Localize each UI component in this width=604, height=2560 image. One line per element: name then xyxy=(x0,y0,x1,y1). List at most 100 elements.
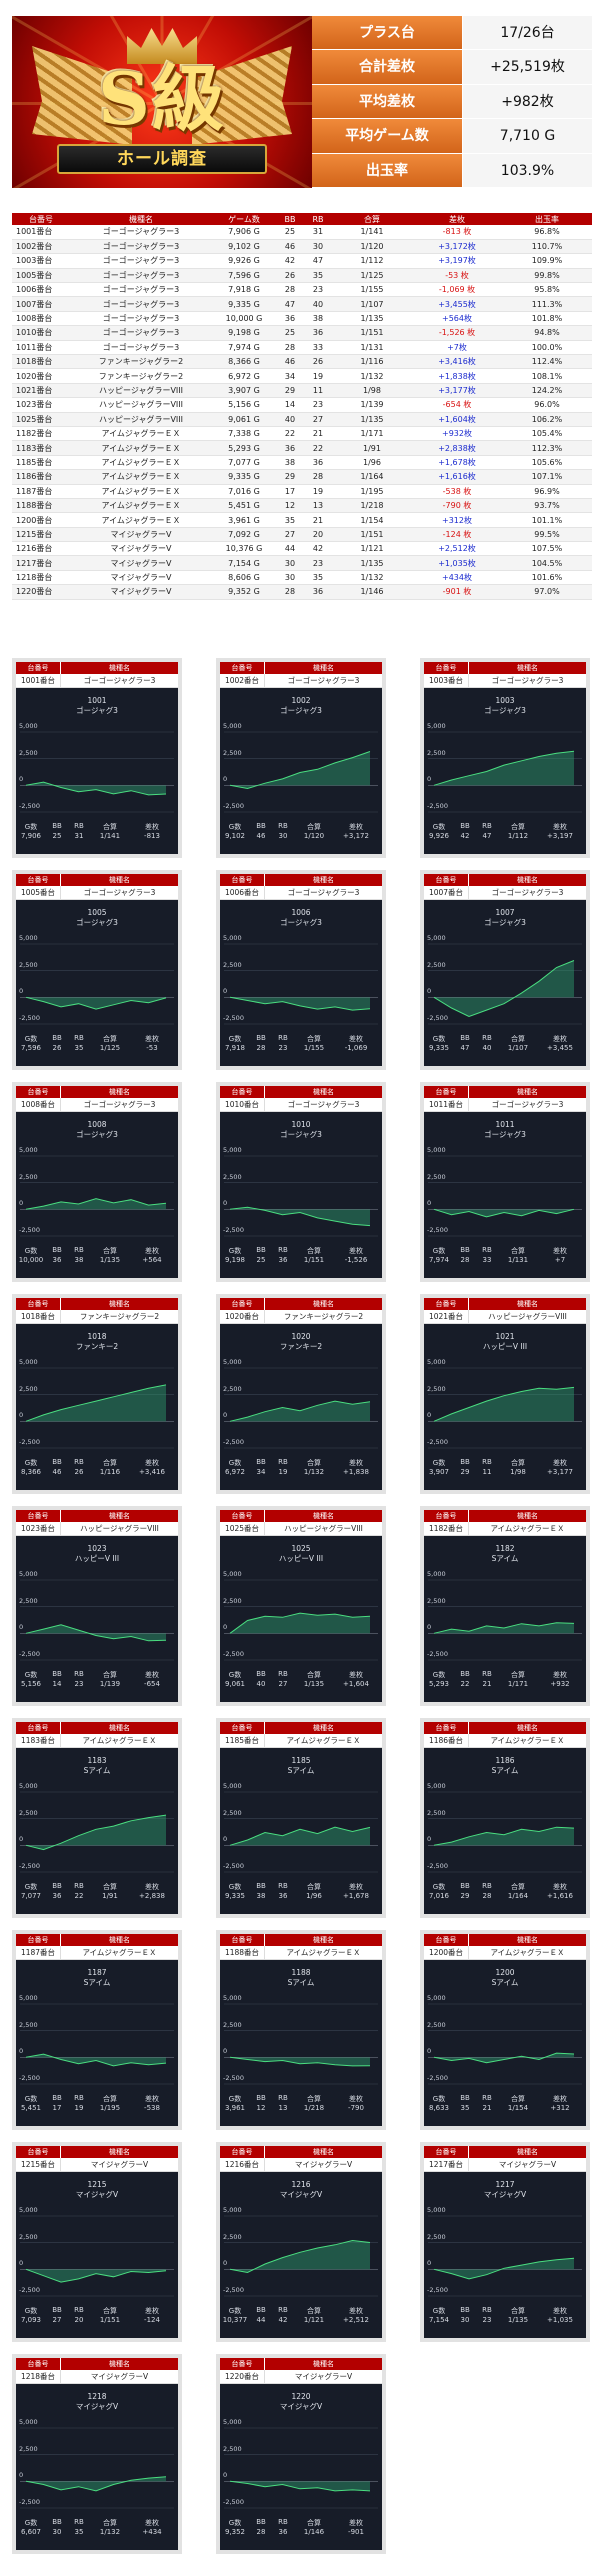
cell-bb: 42 xyxy=(276,253,304,269)
machine-chart-card[interactable]: 台番号 機種名 1023番台 ハッピージャグラーVIII 1023 ハッピーV III 5,… xyxy=(12,1506,182,1706)
card-header: 台番号 機種名 xyxy=(424,1086,586,1098)
machine-chart-card[interactable]: 台番号 機種名 1218番台 マイジャグラーV 1218 マイジャグV 5,000 2,500… xyxy=(12,2354,182,2554)
cell-rb: 19 xyxy=(304,368,332,384)
machine-chart-card[interactable]: 台番号 機種名 1010番台 ゴーゴージャグラー3 1010 ゴージャグ3 5,000 2,5… xyxy=(216,1082,386,1282)
y-tick-label: 2,500 xyxy=(427,1808,446,1817)
machine-chart-card[interactable]: 台番号 機種名 1007番台 ゴーゴージャグラー3 1007 ゴージャグ3 5,000 2,5… xyxy=(420,870,590,1070)
table-row: 1008番台 ゴーゴージャグラー3 10,000 G 36 38 1/135 +564枚 10… xyxy=(12,311,592,327)
footer-labels: G数 BB RB 合算 差枚 xyxy=(16,1458,178,1468)
y-tick-label: -2,500 xyxy=(427,1862,448,1870)
machine-chart-card[interactable]: 台番号 機種名 1005番台 ゴーゴージャグラー3 1005 ゴージャグ3 5,000 2,5… xyxy=(12,870,182,1070)
machine-chart-card[interactable]: 台番号 機種名 1188番台 アイムジャグラーＥＸ 1188 Sアイム 5,000 2,500… xyxy=(216,1930,386,2130)
footer-label: BB xyxy=(256,1034,266,1042)
slump-graph: 1188 Sアイム 5,000 2,500 0 -2,500 G数 BB RB 合算 差枚 3,961… xyxy=(220,1960,382,2126)
machine-chart-card[interactable]: 台番号 機種名 1200番台 アイムジャグラーＥＸ 1200 Sアイム 5,000 2,500… xyxy=(420,1930,590,2130)
card-header-room-label: 台番号 xyxy=(16,1510,61,1522)
card-info-row: 1200番台 アイムジャグラーＥＸ xyxy=(424,1946,586,1960)
card-info-row: 1006番台 ゴーゴージャグラー3 xyxy=(220,886,382,900)
footer-value: 40 xyxy=(482,1044,492,1052)
footer-label: BB xyxy=(52,1246,62,1254)
machine-chart-card[interactable]: 台番号 機種名 1187番台 アイムジャグラーＥＸ 1187 Sアイム 5,000 2,500… xyxy=(12,1930,182,2130)
machine-chart-card[interactable]: 台番号 機種名 1008番台 ゴーゴージャグラー3 1008 ゴージャグ3 5,000 2,5… xyxy=(12,1082,182,1282)
table-header-cell: 機種名 xyxy=(70,213,212,225)
card-header-name-label: 機種名 xyxy=(517,1512,538,1520)
machine-chart-card[interactable]: 台番号 機種名 1215番台 マイジャグラーV 1215 マイジャグV 5,000 2,500… xyxy=(12,2142,182,2342)
machine-chart-card[interactable]: 台番号 機種名 1025番台 ハッピージャグラーVIII 1025 ハッピーV III 5,… xyxy=(216,1506,386,1706)
cell-games: 7,092 G xyxy=(212,527,276,543)
footer-label: 差枚 xyxy=(553,1247,567,1255)
card-header: 台番号 機種名 xyxy=(16,2146,178,2158)
footer-labels: G数 BB RB 合算 差枚 xyxy=(220,1034,382,1044)
machine-chart-card[interactable]: 台番号 機種名 1183番台 アイムジャグラーＥＸ 1183 Sアイム 5,000 2,500… xyxy=(12,1718,182,1918)
machine-chart-card[interactable]: 台番号 機種名 1006番台 ゴーゴージャグラー3 1006 ゴージャグ3 5,000 2,5… xyxy=(216,870,386,1070)
machine-chart-card[interactable]: 台番号 機種名 1001番台 ゴーゴージャグラー3 1001 ゴージャグ3 5,000 2,5… xyxy=(12,658,182,858)
cell-machine: ゴーゴージャグラー3 xyxy=(70,325,212,341)
footer-label: RB xyxy=(482,2094,492,2102)
footer-label: 差枚 xyxy=(349,823,363,831)
cell-room: 1018番台 xyxy=(12,354,70,370)
machine-chart-card[interactable]: 台番号 機種名 1216番台 マイジャグラーV 1216 マイジャグV 5,000 2,500… xyxy=(216,2142,386,2342)
machine-chart-card[interactable]: 台番号 機種名 1185番台 アイムジャグラーＥＸ 1185 Sアイム 5,000 2,500… xyxy=(216,1718,386,1918)
footer-value: 10,000 xyxy=(18,1256,44,1264)
cell-machine: マイジャグラーV xyxy=(70,570,212,586)
machine-table: 台番号 機種名 ゲーム数 BB RB 合算 差枚 出玉率 1001番台 ゴーゴージャグラー3 7,… xyxy=(12,213,592,600)
y-tick-label: -2,500 xyxy=(19,2498,40,2506)
machine-chart-card[interactable]: 台番号 機種名 1020番台 ファンキージャグラー2 1020 ファンキー2 5,000 2,… xyxy=(216,1294,386,1494)
card-header-room-label: 台番号 xyxy=(424,2146,469,2158)
machine-chart-card[interactable]: 台番号 機種名 1182番台 アイムジャグラーＥＸ 1182 Sアイム 5,000 2,500… xyxy=(420,1506,590,1706)
y-tick-label: 2,500 xyxy=(223,748,242,757)
footer-label: BB xyxy=(256,2518,266,2526)
machine-chart-card[interactable]: 台番号 機種名 1021番台 ハッピージャグラーVIII 1021 ハッピーV III 5,… xyxy=(420,1294,590,1494)
y-tick-label: 5,000 xyxy=(223,2418,242,2426)
card-header-name-label: 機種名 xyxy=(517,664,538,672)
footer-label: RB xyxy=(278,2518,288,2526)
slump-area xyxy=(26,2269,166,2283)
machine-chart-card[interactable]: 台番号 機種名 1220番台 マイジャグラーV 1220 マイジャグV 5,000 2,500… xyxy=(216,2354,386,2554)
machine-chart-card[interactable]: 台番号 機種名 1186番台 アイムジャグラーＥＸ 1186 Sアイム 5,000 2,500… xyxy=(420,1718,590,1918)
footer-value: 22 xyxy=(460,1680,470,1688)
card-header-room-label: 台番号 xyxy=(16,874,61,886)
cell-room: 1010番台 xyxy=(12,325,70,341)
slump-area xyxy=(230,1613,370,1634)
slump-line xyxy=(433,1826,575,1846)
machine-chart-card[interactable]: 台番号 機種名 1011番台 ゴーゴージャグラー3 1011 ゴージャグ3 5,000 2,5… xyxy=(420,1082,590,1282)
slump-area xyxy=(26,2476,166,2491)
cell-room: 1020番台 xyxy=(12,368,70,384)
table-row: 1011番台 ゴーゴージャグラー3 7,974 G 28 33 1/131 +7枚 100.0… xyxy=(12,340,592,356)
footer-value: 1/98 xyxy=(510,1468,526,1476)
summary-row: 平均差枚 +982枚 xyxy=(312,84,592,120)
footer-label: BB xyxy=(460,2094,470,2102)
y-tick-label: 5,000 xyxy=(223,1782,242,1790)
machine-chart-card[interactable]: 台番号 機種名 1217番台 マイジャグラーV 1217 マイジャグV 5,000 2,500… xyxy=(420,2142,590,2342)
cell-combo: 1/195 xyxy=(332,484,412,499)
y-tick-label: 5,000 xyxy=(19,1570,38,1578)
graph-number: 1200 xyxy=(495,1968,515,1977)
footer-value: 17 xyxy=(52,2104,62,2112)
y-tick-label: 2,500 xyxy=(19,1808,38,1817)
cell-games: 7,016 G xyxy=(212,484,276,499)
cell-combo: 1/135 xyxy=(332,412,412,427)
footer-label: G数 xyxy=(228,2519,242,2527)
machine-chart-card[interactable]: 台番号 機種名 1018番台 ファンキージャグラー2 1018 ファンキー2 5,000 2,… xyxy=(12,1294,182,1494)
badge-rank-text: S級 xyxy=(98,56,226,141)
card-machine-name: マイジャグラーV xyxy=(498,2160,557,2169)
footer-label: 合算 xyxy=(103,2095,117,2103)
card-machine-name: マイジャグラーV xyxy=(90,2160,149,2169)
cell-games: 10,000 G xyxy=(212,311,276,327)
machine-chart-card[interactable]: 台番号 機種名 1003番台 ゴーゴージャグラー3 1003 ゴージャグ3 5,000 2,5… xyxy=(420,658,590,858)
footer-value: 33 xyxy=(482,1256,492,1264)
slump-graph: 1200 Sアイム 5,000 2,500 0 -2,500 G数 BB RB 合算 差枚 8,633… xyxy=(424,1960,586,2126)
y-tick-label: 5,000 xyxy=(19,2206,38,2214)
graph-short-name: ハッピーV III xyxy=(278,1554,324,1563)
card-header-name-label: 機種名 xyxy=(313,664,334,672)
footer-label: 合算 xyxy=(511,1035,525,1043)
y-tick-label: 5,000 xyxy=(223,1994,242,2002)
machine-chart-card[interactable]: 台番号 機種名 1002番台 ゴーゴージャグラー3 1002 ゴージャグ3 5,000 2,5… xyxy=(216,658,386,858)
footer-label: RB xyxy=(482,2306,492,2314)
y-tick-label: -2,500 xyxy=(223,2074,244,2082)
y-tick-label: -2,500 xyxy=(19,1862,40,1870)
y-tick-label: 5,000 xyxy=(19,1782,38,1790)
graph-short-name: ゴージャグ3 xyxy=(280,1130,322,1139)
cell-diff: -790 枚 xyxy=(412,498,502,514)
graph-short-name: ゴージャグ3 xyxy=(76,706,118,715)
